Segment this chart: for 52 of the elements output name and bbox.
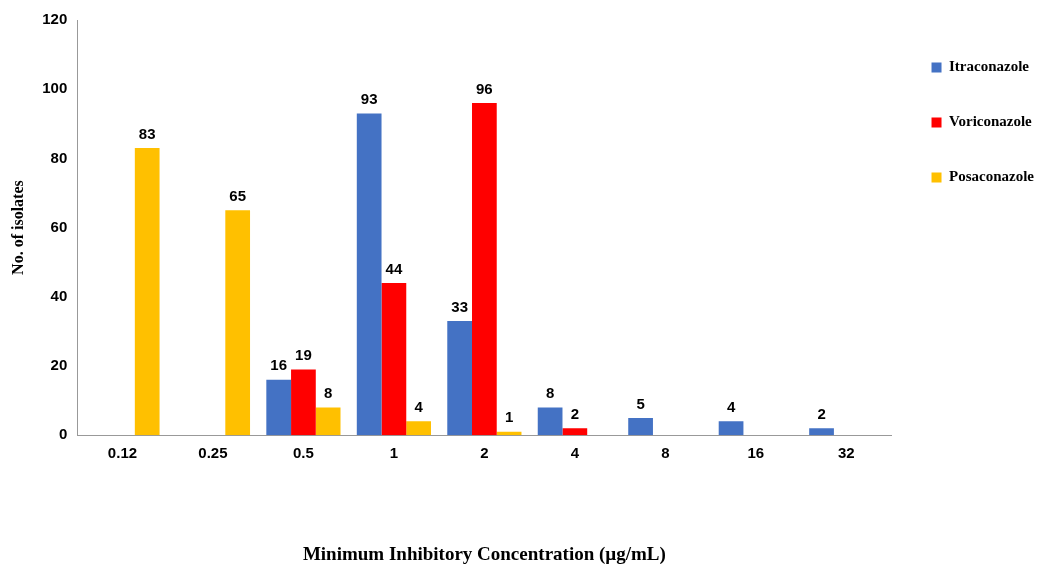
bar [628, 417, 653, 436]
y-axis-title: No. of isolates [8, 180, 26, 275]
data-label: 2 [817, 404, 826, 422]
y-tick-label: 0 [58, 425, 68, 443]
data-label: 33 [451, 297, 468, 315]
x-tick-label: 32 [837, 444, 855, 462]
x-tick-label: 0.5 [292, 444, 314, 462]
bar [134, 148, 160, 436]
bar [266, 379, 292, 436]
bar [381, 282, 407, 436]
data-label: 4 [726, 398, 736, 415]
data-label: 4 [414, 398, 424, 415]
y-tick-label: 100 [42, 79, 68, 97]
bar [562, 428, 588, 436]
data-label: 83 [138, 124, 156, 142]
bar [537, 407, 563, 436]
x-tick-label: 0.25 [198, 444, 228, 462]
data-label: 16 [270, 356, 288, 374]
x-tick-label: 2 [480, 444, 489, 462]
x-tick-label: 4 [570, 444, 580, 462]
legend-label: Posaconazole [949, 168, 1035, 185]
bar [315, 407, 341, 436]
x-tick-label: 16 [747, 444, 765, 462]
data-label: 8 [545, 384, 555, 402]
data-label: 44 [385, 259, 403, 277]
y-tick-label: 120 [42, 10, 68, 28]
y-tick-label: 80 [50, 148, 68, 166]
legend-label: Voriconazole [949, 113, 1033, 130]
data-label: 8 [323, 384, 333, 402]
bar [472, 103, 497, 436]
x-tick-label: 0.12 [107, 444, 138, 462]
data-label: 65 [229, 186, 247, 204]
data-label: 2 [570, 404, 580, 422]
data-label: 19 [295, 346, 312, 364]
x-tick-label: 1 [389, 444, 399, 462]
bar [291, 369, 316, 436]
bar [406, 421, 431, 436]
bar [809, 428, 834, 436]
data-label: 1 [504, 408, 514, 426]
legend-label: Itraconazole [949, 58, 1030, 75]
x-axis-title: Minimum Inhibitory Concentration (µg/mL) [302, 542, 666, 565]
bar [356, 113, 382, 436]
bar [225, 210, 251, 436]
data-label: 5 [636, 394, 645, 412]
bar [447, 321, 473, 436]
y-tick-label: 40 [50, 286, 68, 304]
data-label: 96 [476, 79, 493, 97]
y-tick-label: 60 [50, 217, 68, 235]
data-label: 93 [360, 90, 378, 108]
y-tick-label: 20 [50, 356, 68, 374]
x-tick-label: 8 [661, 444, 670, 462]
bar [718, 421, 744, 436]
